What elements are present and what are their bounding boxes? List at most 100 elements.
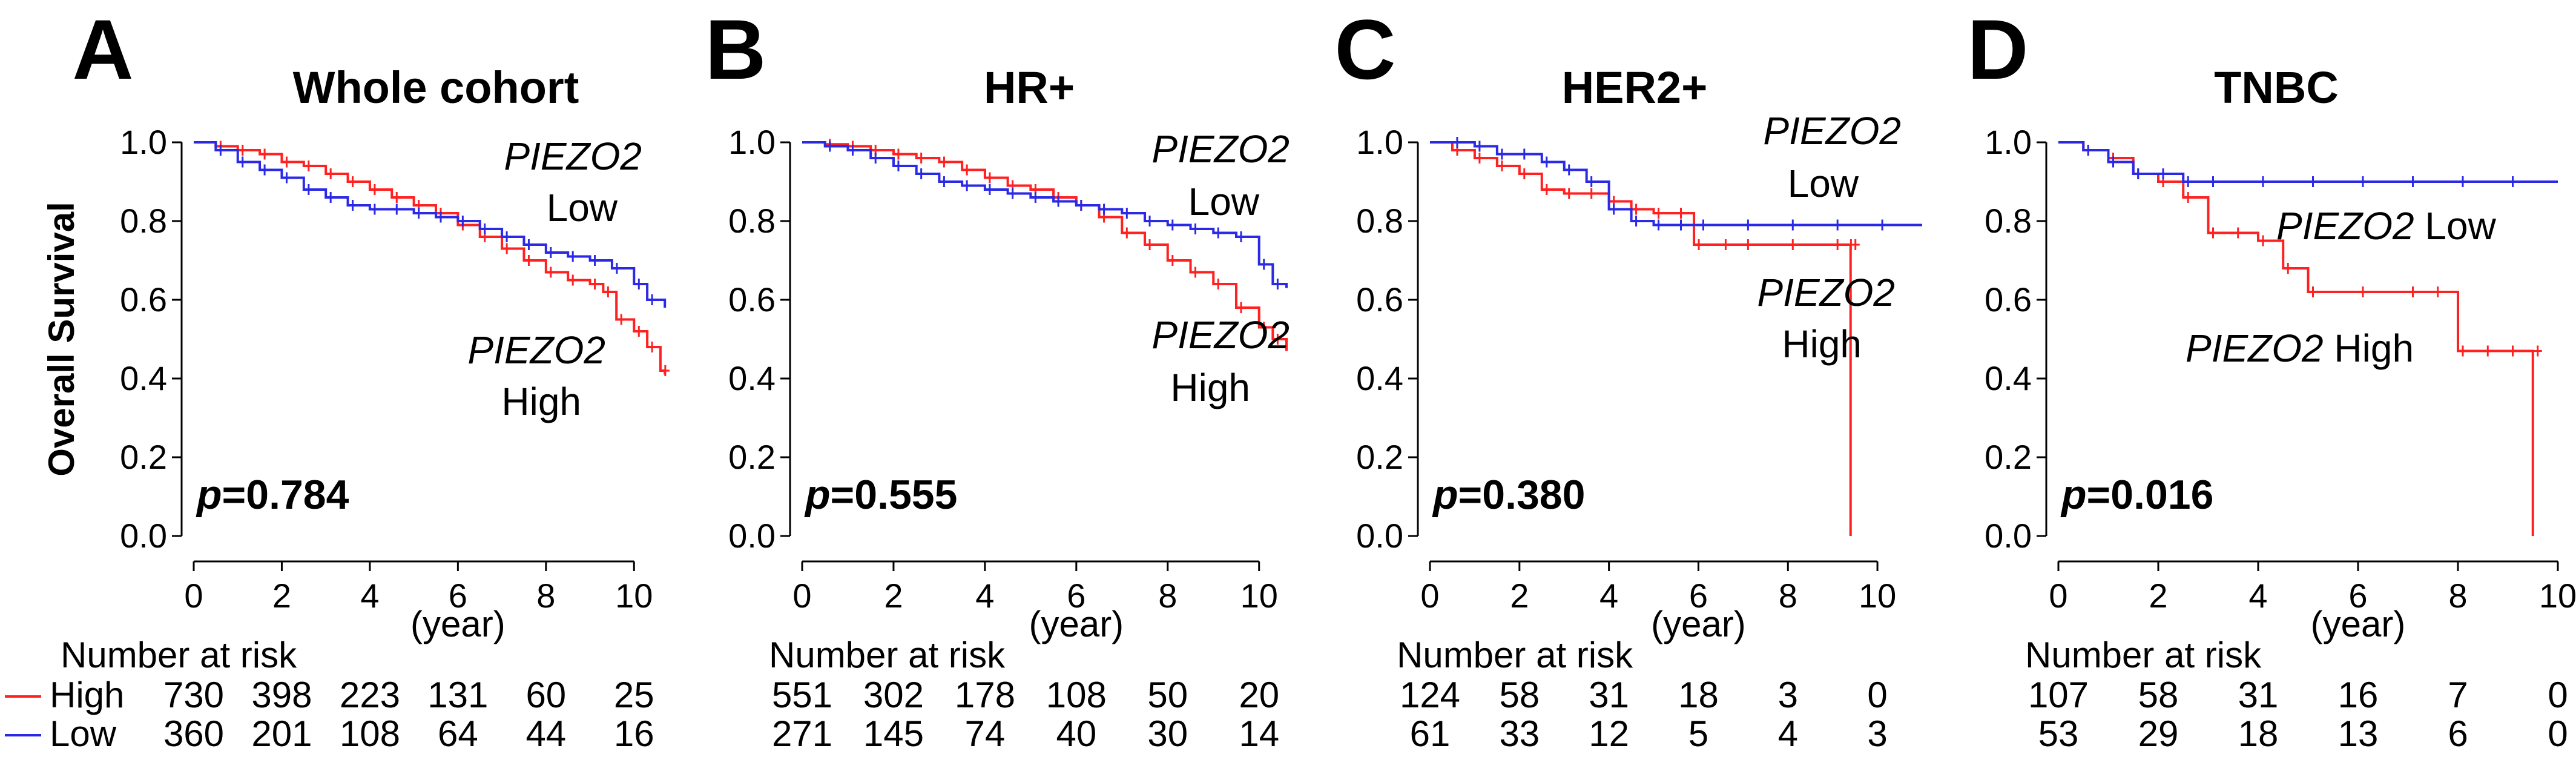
risk-table-title: Number at risk [769,635,1006,675]
x-tick-label: 4 [360,577,379,615]
risk-count-low: 29 [2138,713,2179,754]
x-tick-label: 0 [792,577,811,615]
x-tick-label: 10 [615,577,653,615]
y-axis-label: Overall Survival [41,202,82,477]
x-tick-label: 10 [1859,577,1896,615]
x-tick-label: 10 [1240,577,1278,615]
risk-count-low: 13 [2338,713,2379,754]
risk-count-high: 20 [1239,675,1279,715]
x-tick-label: 6 [449,577,467,615]
km-curve-low [194,141,667,308]
km-curve-low [2058,141,2558,183]
risk-count-low: 44 [525,713,566,754]
p-value-number: =0.016 [2087,472,2214,518]
risk-count-high: 302 [863,675,924,715]
y-tick-label: 0.4 [1356,359,1403,397]
panel-b: B HR+ 0.0 0.2 0.4 0.6 0.8 1.0 0 2 4 6 8 10 (year) p=0.5… [705,2,1290,754]
y-tick-label: 0.8 [1356,202,1403,240]
x-tick-label: 8 [1158,577,1177,615]
risk-count-low: 16 [614,713,654,754]
y-tick-label: 0.8 [728,202,776,240]
y-tick-label: 0.8 [1985,202,2032,240]
x-axis-label: (year) [1029,604,1124,644]
y-tick-label: 0.2 [1985,438,2032,476]
panel-c: C HER2+ 0.0 0.2 0.4 0.6 0.8 1.0 0 2 4 6 8 10 (year) p=0… [1334,2,1922,754]
risk-count-low: 271 [772,713,832,754]
x-tick-label: 0 [2049,577,2067,615]
risk-count-low: 3 [1867,713,1887,754]
curve-label-group: Low [2425,204,2496,248]
risk-count-high: 131 [427,675,488,715]
x-tick-label: 8 [2448,577,2467,615]
risk-count-low: 14 [1239,713,1279,754]
risk-count-low: 201 [251,713,312,754]
x-tick-label: 4 [2248,577,2267,615]
curve-label-low: PIEZO2 [1151,127,1290,171]
km-curve-low [1430,141,1922,227]
risk-count-low: 64 [438,713,478,754]
panel-letter: C [1334,2,1395,97]
curve-label-low: PIEZO2 [1763,109,1901,153]
panel-title: HR+ [984,62,1075,113]
p-value-symbol: p [2060,472,2087,518]
risk-count-low: 30 [1147,713,1188,754]
y-tick-label: 0.2 [120,438,167,476]
risk-count-high: 124 [1400,675,1460,715]
y-tick-label: 1.0 [120,123,167,161]
p-value-symbol: p [804,472,831,518]
p-value: p=0.555 [804,472,957,518]
risk-count-high: 7 [2448,675,2468,715]
y-tick-label: 0.0 [120,517,167,555]
risk-count-high: 25 [614,675,654,715]
p-value-number: =0.555 [831,472,958,518]
p-value-number: =0.784 [222,472,349,518]
y-tick-label: 0.4 [120,359,167,397]
y-tick-label: 0.0 [728,517,776,555]
x-tick-label: 6 [2348,577,2367,615]
risk-count-low: 108 [340,713,400,754]
km-curve-high [2058,141,2534,536]
curve-label-high: PIEZO2 High [2186,326,2414,370]
curve-label-gene: PIEZO2 [2186,326,2324,370]
p-value-symbol: p [1432,472,1458,518]
x-tick-label: 2 [2149,577,2167,615]
x-tick-label: 2 [272,577,291,615]
x-axis-label: (year) [410,604,506,644]
risk-count-low: 145 [863,713,924,754]
curve-label-high: High [1782,322,1862,366]
curve-label-low: PIEZO2 [504,134,642,178]
risk-count-high: 108 [1046,675,1107,715]
risk-count-low: 12 [1589,713,1629,754]
risk-count-low: 53 [2038,713,2079,754]
y-tick-label: 0.2 [728,438,776,476]
risk-count-high: 50 [1147,675,1188,715]
risk-count-low: 33 [1499,713,1540,754]
y-tick-label: 0.8 [120,202,167,240]
risk-table-title: Number at risk [2025,635,2262,675]
risk-count-high: 0 [2548,675,2568,715]
risk-count-high: 551 [772,675,832,715]
x-tick-label: 8 [536,577,555,615]
risk-count-high: 58 [1499,675,1540,715]
panel-title: HER2+ [1562,62,1708,113]
risk-count-low: 5 [1688,713,1708,754]
risk-count-low: 360 [163,713,224,754]
panel-letter: D [1967,2,2028,97]
curve-label-low: Low [1788,162,1859,205]
risk-table-title: Number at risk [1397,635,1633,675]
risk-count-high: 178 [955,675,1015,715]
risk-count-high: 31 [1589,675,1629,715]
p-value: p=0.784 [196,472,349,518]
y-tick-label: 0.4 [1985,359,2032,397]
panel-title: TNBC [2214,62,2339,113]
y-tick-label: 1.0 [1356,123,1403,161]
curve-label-group: High [2334,326,2414,370]
risk-count-high: 730 [163,675,224,715]
x-tick-label: 4 [975,577,994,615]
y-tick-label: 1.0 [728,123,776,161]
x-tick-label: 8 [1779,577,1797,615]
curve-label-high: High [1170,366,1250,409]
curve-label-high: PIEZO2 [1151,313,1290,357]
curve-label-low: Low [1188,180,1260,223]
y-tick-label: 0.4 [728,359,776,397]
